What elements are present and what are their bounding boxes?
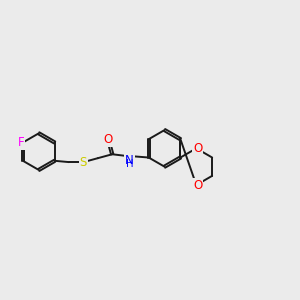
Text: O: O <box>193 142 202 155</box>
Text: H: H <box>126 159 133 169</box>
Text: N: N <box>125 154 134 166</box>
Text: O: O <box>193 178 202 191</box>
Text: O: O <box>104 134 113 146</box>
Text: S: S <box>80 156 87 169</box>
Text: F: F <box>18 136 24 149</box>
